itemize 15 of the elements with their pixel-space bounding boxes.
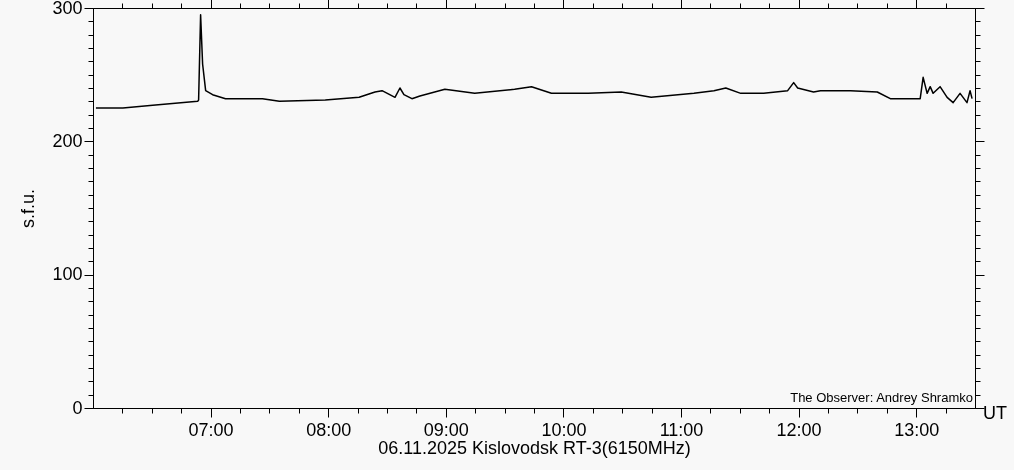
- x-tick-label: 12:00: [776, 419, 822, 440]
- x-tick-label: 11:00: [659, 419, 704, 440]
- y-tick-label: 100: [52, 264, 83, 285]
- x-tick-label: 10:00: [541, 419, 587, 440]
- y-tick-label: 0: [72, 397, 83, 418]
- y-axis-title: s.f.u.: [18, 188, 39, 229]
- x-tick-label: 09:00: [423, 419, 469, 440]
- x-tick-label: 13:00: [894, 419, 940, 440]
- text: UT: [983, 403, 1007, 423]
- y-tick-label: 200: [52, 130, 83, 151]
- x-tick-label: 07:00: [188, 419, 234, 440]
- annotation: The Observer: Andrey Shramko: [790, 390, 973, 405]
- x-axis-title: 06.11.2025 Kislovodsk RT-3(6150MHz): [378, 437, 691, 458]
- x-tick-label: 08:00: [306, 419, 352, 440]
- y-tick-label: 300: [52, 0, 83, 18]
